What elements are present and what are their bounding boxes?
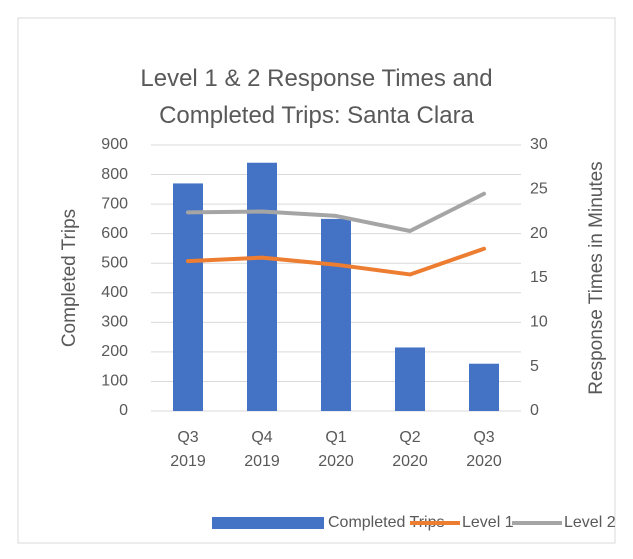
title-box: Level 1 & 2 Response Times and Completed… [140,65,493,129]
y2-tick-label: 10 [530,314,548,331]
bar [395,347,425,411]
line [186,246,486,277]
x-tick-label: Q3 2019 [170,429,206,470]
chart-title: Level 1 & 2 Response Times and Completed… [140,65,493,129]
y2-axis-title: Response Times in Minutes [586,161,607,394]
legend-label: Level 2 [564,514,616,531]
chart-border [17,17,616,544]
y-tick-label: 700 [101,195,128,212]
legend-swatch [212,517,324,529]
y2-tick-label: 25 [530,181,548,198]
bar [321,218,351,411]
y2-tick-label: 20 [530,225,548,242]
legend-label: Completed Trips [328,514,445,531]
x-tick-label: Q1 2020 [318,429,354,470]
y-tick-label: 100 [101,373,128,390]
y-tick-label: 200 [101,343,128,360]
y2-tick-label: 30 [530,136,548,153]
y2-tick-label: 15 [530,269,548,286]
y2-tick-label: 0 [530,402,539,419]
bar [247,162,277,411]
y2-tick-label: 5 [530,358,539,375]
legend-label: Level 1 [462,514,514,531]
x-tick-label: Q4 2019 [244,429,280,470]
y-tick-label: 800 [101,166,128,183]
y-tick-label: 300 [101,314,128,331]
bar [173,183,203,411]
y-axis-title: Completed Trips [59,209,80,347]
y-tick-label: 600 [101,225,128,242]
line [186,191,486,234]
y-tick-label: 500 [101,254,128,271]
bar [469,363,499,411]
y-tick-label: 400 [101,284,128,301]
x-tick-label: Q3 2020 [466,429,502,470]
x-tick-label: Q2 2020 [392,429,428,470]
y-tick-label: 900 [101,136,128,153]
y-tick-label: 0 [119,402,128,419]
